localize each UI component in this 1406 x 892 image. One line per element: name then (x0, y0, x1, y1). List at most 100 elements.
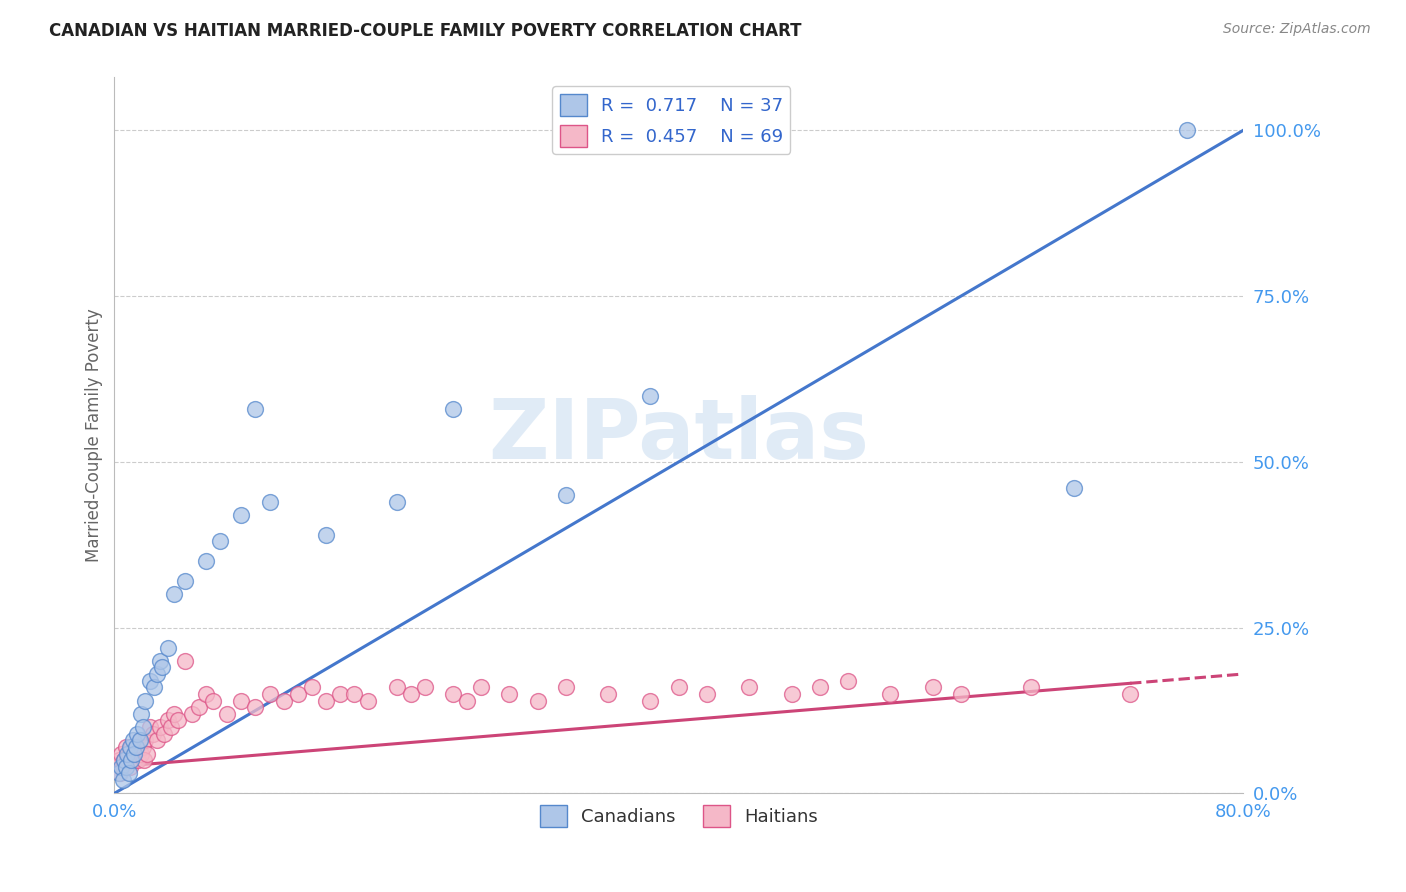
Point (157, 714, 180, 728)
Point (121, 733, 143, 747)
Point (498, 687, 520, 701)
Point (122, 753, 145, 767)
Text: ZIPatlas: ZIPatlas (488, 395, 869, 476)
Point (188, 700, 211, 714)
Point (259, 494, 281, 508)
Point (107, 753, 129, 767)
Point (148, 720, 170, 734)
Point (138, 720, 160, 734)
Point (385, 494, 408, 508)
Point (808, 681, 831, 695)
Point (111, 773, 134, 788)
Point (121, 747, 143, 761)
Point (343, 687, 366, 701)
Point (115, 753, 138, 767)
Point (315, 693, 337, 707)
Point (105, 760, 128, 774)
Point (209, 534, 232, 549)
Point (117, 766, 139, 780)
Point (124, 747, 146, 761)
Point (163, 587, 186, 601)
Point (118, 760, 141, 774)
Point (1119, 687, 1142, 701)
Point (385, 681, 408, 695)
Point (132, 753, 155, 767)
Point (110, 747, 132, 761)
Point (125, 739, 148, 754)
Point (1063, 482, 1085, 496)
Point (174, 654, 197, 668)
Point (167, 714, 190, 728)
Point (110, 760, 132, 774)
Point (181, 706, 204, 721)
Point (202, 693, 225, 707)
Point (148, 654, 170, 668)
Point (195, 687, 218, 701)
Point (245, 401, 267, 416)
Point (160, 720, 183, 734)
Point (640, 693, 662, 707)
Point (120, 753, 142, 767)
Point (399, 687, 422, 701)
Point (127, 753, 149, 767)
Point (441, 687, 464, 701)
Point (174, 574, 197, 589)
Point (738, 681, 761, 695)
Point (125, 727, 148, 741)
Point (231, 508, 253, 522)
Point (112, 753, 135, 767)
Point (640, 389, 662, 403)
Point (195, 554, 218, 568)
Point (245, 700, 267, 714)
Point (413, 681, 436, 695)
Text: CANADIAN VS HAITIAN MARRIED-COUPLE FAMILY POVERTY CORRELATION CHART: CANADIAN VS HAITIAN MARRIED-COUPLE FAMIL… (49, 22, 801, 40)
Point (142, 681, 165, 695)
Point (107, 766, 129, 780)
Point (122, 747, 145, 761)
Point (554, 488, 576, 502)
Point (128, 733, 150, 747)
Y-axis label: Married-Couple Family Poverty: Married-Couple Family Poverty (86, 309, 103, 562)
Point (114, 739, 136, 754)
Point (949, 687, 972, 701)
Point (287, 687, 309, 701)
Point (138, 673, 160, 688)
Point (128, 733, 150, 747)
Point (441, 401, 464, 416)
Point (152, 727, 174, 741)
Point (157, 640, 180, 655)
Point (259, 687, 281, 701)
Point (315, 528, 337, 542)
Text: Source: ZipAtlas.com: Source: ZipAtlas.com (1223, 22, 1371, 37)
Point (921, 681, 943, 695)
Point (879, 687, 901, 701)
Point (124, 739, 146, 754)
Point (456, 693, 478, 707)
Point (131, 720, 153, 734)
Point (780, 687, 803, 701)
Point (131, 739, 153, 754)
Point (129, 706, 152, 721)
Point (117, 747, 139, 761)
Point (134, 693, 156, 707)
Point (114, 760, 136, 774)
Legend: Canadians, Haitians: Canadians, Haitians (533, 798, 825, 834)
Point (301, 681, 323, 695)
Point (150, 660, 173, 674)
Point (526, 693, 548, 707)
Point (145, 667, 167, 681)
Point (134, 733, 156, 747)
Point (112, 753, 135, 767)
Point (111, 760, 134, 774)
Point (141, 727, 163, 741)
Point (118, 739, 141, 754)
Point (145, 733, 167, 747)
Point (598, 687, 620, 701)
Point (357, 693, 380, 707)
Point (470, 681, 492, 695)
Point (129, 747, 152, 761)
Point (217, 706, 239, 721)
Point (108, 766, 131, 780)
Point (135, 747, 157, 761)
Point (668, 681, 690, 695)
